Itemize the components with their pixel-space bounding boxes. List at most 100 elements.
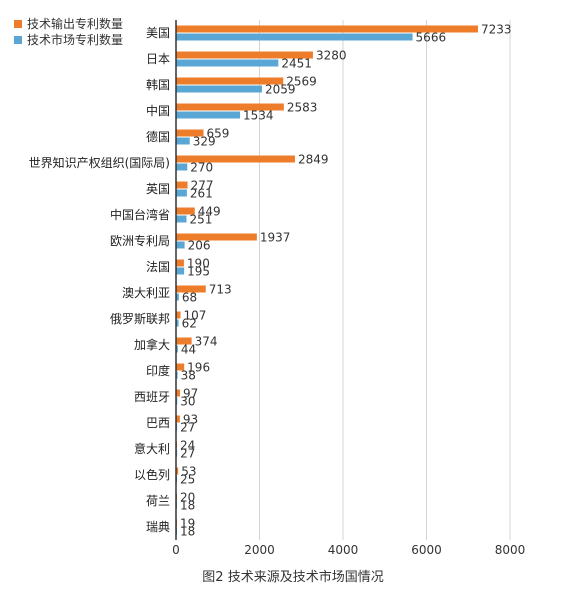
- value-label: 20: [180, 491, 195, 505]
- legend-swatch: [14, 36, 22, 44]
- x-tick-label: 8000: [495, 543, 526, 557]
- value-label: 27: [180, 447, 195, 461]
- category-label: 中国: [146, 103, 170, 118]
- value-label: 2569: [286, 75, 317, 89]
- bar-tech-output: [176, 103, 284, 111]
- category-label: 澳大利亚: [122, 286, 170, 300]
- value-label: 261: [190, 187, 213, 201]
- value-label: 270: [190, 161, 213, 175]
- bar-tech-market: [176, 33, 413, 41]
- value-label: 27: [180, 421, 195, 435]
- bar-tech-output: [176, 181, 188, 189]
- value-label: 38: [181, 369, 196, 383]
- bar-tech-market: [176, 189, 187, 197]
- category-label: 加拿大: [134, 337, 170, 352]
- x-tick-label: 4000: [328, 543, 359, 557]
- value-label: 374: [195, 335, 218, 349]
- value-label: 277: [191, 179, 214, 193]
- value-label: 68: [182, 291, 197, 305]
- value-label: 3280: [316, 49, 347, 63]
- x-tick-label: 0: [172, 543, 180, 557]
- bar-tech-output: [176, 415, 180, 423]
- category-label: 法国: [146, 260, 170, 274]
- bar-tech-output: [176, 259, 184, 267]
- category-label: 韩国: [146, 77, 170, 92]
- category-label: 荷兰: [146, 494, 170, 508]
- value-label: 196: [187, 361, 210, 375]
- value-label: 251: [189, 213, 212, 227]
- bar-tech-output: [176, 311, 181, 319]
- value-label: 659: [207, 127, 230, 141]
- bar-tech-market: [176, 345, 178, 353]
- value-label: 7233: [481, 23, 512, 37]
- bar-tech-output: [176, 233, 257, 241]
- value-label: 19: [180, 517, 195, 531]
- bar-tech-output: [176, 285, 206, 293]
- bar-tech-output: [176, 155, 295, 163]
- category-label: 以色列: [134, 468, 170, 482]
- value-label: 30: [180, 395, 195, 409]
- bar-tech-market: [176, 59, 279, 67]
- category-label: 欧洲专利局: [110, 233, 170, 248]
- value-label: 62: [182, 317, 197, 331]
- legend-label: 技术输出专利数量: [27, 16, 123, 31]
- bar-tech-market: [176, 215, 187, 223]
- value-label: 25: [180, 473, 195, 487]
- bar-tech-market: [176, 241, 185, 249]
- bar-tech-output: [176, 51, 313, 59]
- bar-tech-market: [176, 137, 190, 145]
- bar-tech-output: [176, 129, 204, 137]
- category-label: 巴西: [146, 416, 170, 430]
- category-label: 意大利: [134, 441, 170, 456]
- category-label: 印度: [146, 363, 170, 378]
- category-label: 世界知识产权组织(国际局): [29, 156, 170, 170]
- value-label: 5666: [416, 31, 447, 45]
- bar-tech-output: [176, 25, 478, 33]
- bar-tech-market: [176, 111, 241, 119]
- value-label: 329: [193, 135, 216, 149]
- value-label: 18: [180, 525, 195, 539]
- category-label: 中国台湾省: [110, 207, 170, 222]
- value-label: 53: [181, 465, 196, 479]
- bar-tech-market: [176, 293, 179, 301]
- value-label: 195: [187, 265, 210, 279]
- x-axis-ticks: 0 2000 4000 6000 8000: [172, 543, 525, 557]
- category-label: 俄罗斯联邦: [110, 312, 170, 326]
- value-label: 713: [209, 283, 232, 297]
- bar-tech-output: [176, 337, 192, 345]
- bar-tech-output: [176, 77, 284, 85]
- figure-caption: 图2 技术来源及技术市场国情况: [202, 570, 384, 585]
- bar-tech-market: [176, 371, 178, 379]
- bar-tech-market: [176, 85, 262, 93]
- bars: [176, 25, 478, 535]
- category-label: 英国: [146, 182, 170, 196]
- x-tick-label: 2000: [244, 543, 275, 557]
- bar-tech-output: [176, 363, 185, 371]
- value-label: 24: [180, 439, 195, 453]
- category-label: 瑞典: [146, 520, 170, 534]
- category-label: 德国: [146, 129, 170, 144]
- value-label: 2583: [287, 101, 318, 115]
- bar-tech-market: [176, 267, 185, 275]
- bar-tech-market: [176, 163, 188, 171]
- value-label: 1937: [260, 231, 291, 245]
- value-label: 1534: [243, 109, 274, 123]
- value-label: 107: [183, 309, 206, 323]
- bar-tech-output: [176, 467, 179, 475]
- x-tick-label: 6000: [411, 543, 442, 557]
- value-label: 2059: [265, 83, 296, 97]
- bar-tech-output: [176, 389, 181, 397]
- category-label: 西班牙: [134, 390, 170, 404]
- bar-tech-market: [176, 319, 179, 327]
- value-label: 44: [181, 343, 196, 357]
- legend-swatch: [14, 20, 22, 28]
- value-label: 206: [188, 239, 211, 253]
- value-label: 190: [187, 257, 210, 271]
- grid-lines: [259, 20, 511, 540]
- value-label: 2451: [281, 57, 312, 71]
- value-label: 2849: [298, 153, 329, 167]
